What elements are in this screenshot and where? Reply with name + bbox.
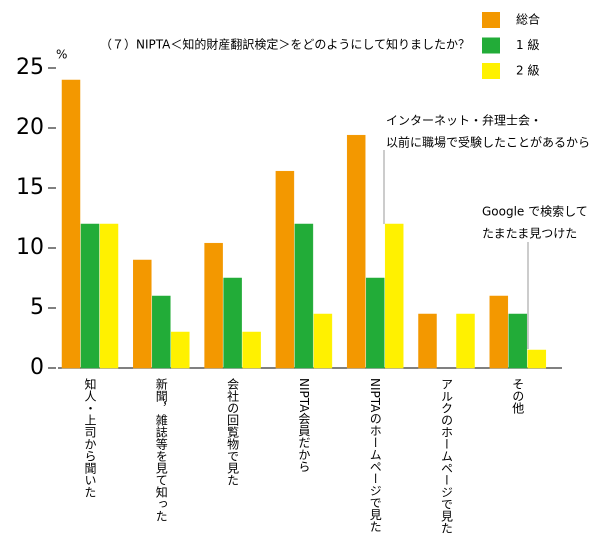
bar <box>294 223 314 369</box>
bar <box>275 170 295 369</box>
annotation: インターネット・弁理士会・ <box>386 113 542 128</box>
y-tick-label: 5 <box>30 295 44 320</box>
bar <box>171 331 190 369</box>
legend-label: 2 級 <box>516 64 539 78</box>
y-axis-unit: % <box>56 48 67 62</box>
bar <box>365 277 385 369</box>
legend-label: 総合 <box>516 12 540 27</box>
x-tick-label: アルクのホームページで見た <box>440 378 454 534</box>
x-tick-label: NIPTAのホームページで見た <box>368 378 382 532</box>
y-tick-label: 25 <box>16 55 44 80</box>
annotation: たまたま見つけた <box>482 227 577 241</box>
chart-title: （７）NIPTA＜知的財産翻訳検定＞をどのようにして知りましたか？ <box>100 37 470 52</box>
bar <box>133 259 152 369</box>
bar <box>508 313 528 369</box>
legend-label: 1 級 <box>516 38 539 52</box>
y-tick-label: 20 <box>16 115 44 140</box>
y-tick-label: 15 <box>16 175 44 200</box>
bar <box>80 223 100 369</box>
annotation: 以前に職場で受験したことがあるから <box>386 135 590 150</box>
x-tick-label: NIPTA会員だから <box>297 378 311 472</box>
bar <box>242 331 261 369</box>
bar <box>204 242 223 369</box>
bar <box>223 277 242 369</box>
x-tick-label: その他 <box>511 378 525 414</box>
x-tick-label: 知人・上司から聞いた <box>83 378 97 498</box>
bar <box>527 349 547 369</box>
bar <box>384 223 404 369</box>
bar <box>418 313 437 369</box>
legend-swatch <box>482 12 500 28</box>
bar <box>61 79 81 369</box>
bar <box>152 295 171 369</box>
x-tick-label: 新聞，雑誌等を見て知った <box>154 377 168 522</box>
bar <box>346 134 366 369</box>
bar <box>456 313 475 369</box>
annotation: Google で検索して <box>482 205 588 219</box>
legend-swatch <box>482 63 500 79</box>
legend-swatch <box>482 37 500 54</box>
bar <box>489 295 509 369</box>
y-tick-label: 0 <box>30 355 44 380</box>
bar <box>313 313 333 369</box>
y-tick-label: 10 <box>16 235 44 260</box>
x-tick-label: 会社の回覧物で見た <box>226 378 240 486</box>
bar <box>99 223 119 369</box>
